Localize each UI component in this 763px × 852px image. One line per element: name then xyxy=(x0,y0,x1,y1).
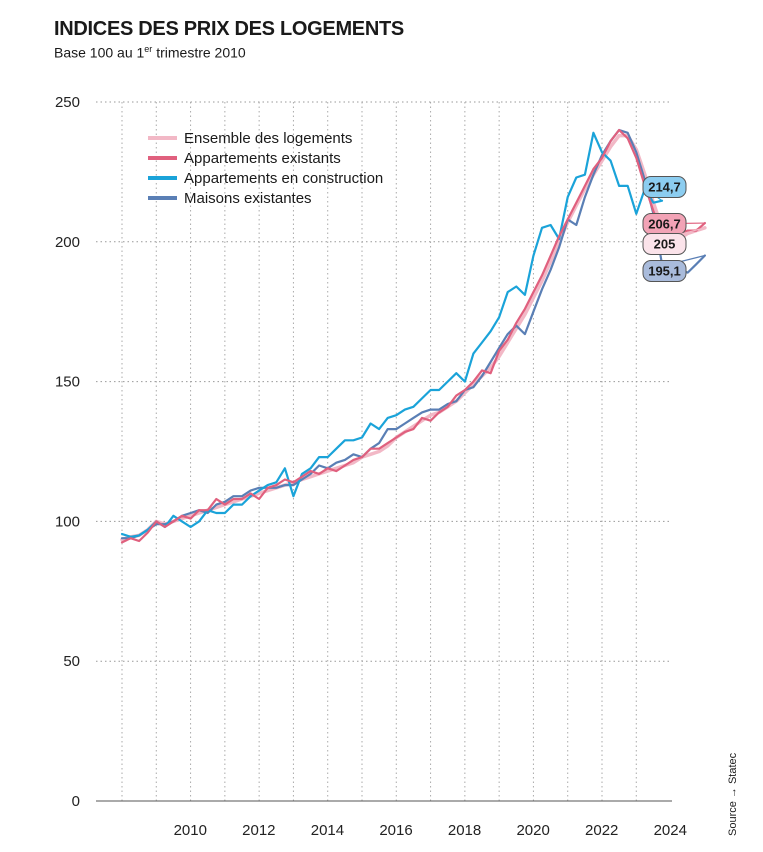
y-axis: 0 50 100 150 200 250 xyxy=(55,94,80,810)
x-tick-label: 2016 xyxy=(379,822,412,839)
end-label-value: 214,7 xyxy=(648,180,681,195)
subtitle-text: Base 100 au 1 xyxy=(54,44,145,61)
chart-title: INDICES DES PRIX DES LOGEMENTS xyxy=(54,18,404,40)
x-tick-label: 2014 xyxy=(311,822,344,839)
source-note: Source → Statec xyxy=(727,752,739,836)
legend-label: Appartements en construction xyxy=(184,170,383,187)
legend-label: Appartements existants xyxy=(184,150,341,167)
x-tick-label: 2018 xyxy=(448,822,481,839)
x-tick-label: 2012 xyxy=(242,822,275,839)
y-tick-label: 250 xyxy=(55,94,80,111)
legend-label: Maisons existantes xyxy=(184,190,312,207)
x-axis: 2010 2012 2014 2016 2018 2020 2022 2024 xyxy=(174,822,687,839)
legend-label: Ensemble des logements xyxy=(184,130,352,147)
x-tick-label: 2010 xyxy=(174,822,207,839)
end-labels: 214,7 206,7 205 195,1 xyxy=(642,176,706,282)
y-tick-label: 100 xyxy=(55,513,80,530)
end-label-value: 205 xyxy=(654,237,676,252)
series-line-ensemble-des-logements xyxy=(120,133,707,542)
end-label-value: 206,7 xyxy=(648,217,681,232)
series-line-appartements-existants xyxy=(120,128,707,544)
subtitle-superscript: er xyxy=(144,44,153,54)
y-tick-label: 50 xyxy=(63,653,80,670)
y-tick-label: 200 xyxy=(55,234,80,251)
x-tick-label: 2022 xyxy=(585,822,618,839)
chart-subtitle: Base 100 au 1er trimestre 2010 xyxy=(54,44,246,61)
x-tick-label: 2020 xyxy=(516,822,549,839)
end-label-box xyxy=(642,260,687,282)
grid-lines xyxy=(96,101,672,802)
series-line-appartements-en-construction xyxy=(120,131,664,538)
y-tick-label: 0 xyxy=(72,793,80,810)
series-lines xyxy=(120,128,707,544)
end-label-value: 195,1 xyxy=(648,264,681,279)
end-label-box xyxy=(642,233,687,255)
subtitle-text-end: trimestre 2010 xyxy=(152,44,246,61)
y-tick-label: 150 xyxy=(55,374,80,391)
legend: Ensemble des logements Appartements exist… xyxy=(148,130,383,207)
end-label-box xyxy=(642,176,687,198)
x-tick-label: 2024 xyxy=(654,822,687,839)
